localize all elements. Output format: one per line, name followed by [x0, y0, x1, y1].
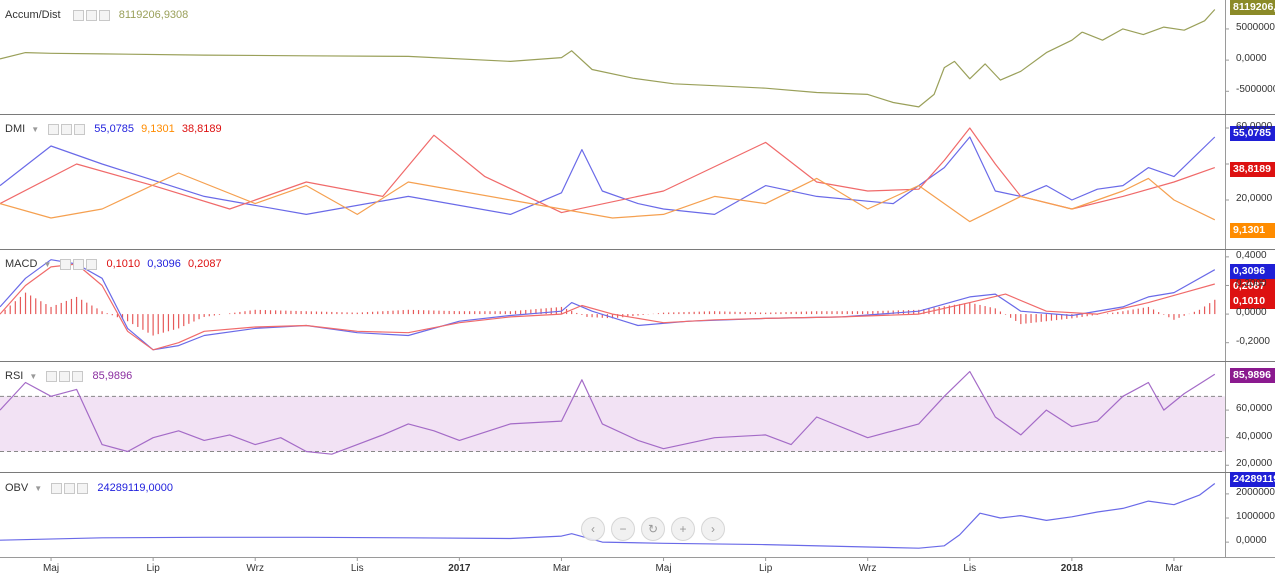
dmi-value-plus: 55,0785: [94, 123, 135, 135]
visibility-icon[interactable]: [61, 123, 73, 135]
close-icon[interactable]: [72, 370, 84, 382]
y-tick-label: 60,0000: [1236, 121, 1273, 132]
y-tick-label: 0,2000: [1236, 278, 1267, 290]
rsi-series-line: [0, 370, 1216, 455]
accum-dist-label: Accum/Dist 8119206,9308: [5, 8, 188, 22]
visibility-icon[interactable]: [59, 370, 71, 382]
macd-label: MACD ▼ 0,1010 0,3096 0,2087: [5, 257, 222, 271]
close-icon[interactable]: [74, 123, 86, 135]
obv-name: OBV: [5, 482, 29, 494]
macd-series-line: [0, 259, 1216, 351]
accum-dist-value: 8119206,9308: [118, 9, 189, 21]
y-tick-label: 0,0000: [1236, 307, 1267, 319]
reset-button[interactable]: ↻: [641, 517, 665, 541]
y-tick-label: 5000000,: [1236, 21, 1275, 33]
close-icon[interactable]: [77, 482, 89, 494]
x-tick-label: 2018: [1060, 563, 1083, 574]
close-icon[interactable]: [86, 258, 98, 270]
y-tick-label: 20,0000: [1236, 458, 1273, 470]
macd-signal-badge: 0,2087: [1230, 279, 1275, 294]
dmi-minus-badge: 9,1301: [1230, 223, 1275, 238]
macd-value-signal: 0,2087: [187, 258, 222, 270]
x-tick-label: Wrz: [246, 563, 264, 574]
obv-label: OBV ▼ 24289119,0000: [5, 481, 173, 495]
macd-badge: 0,3096: [1230, 264, 1275, 279]
y-tick-label: 60,0000: [1236, 403, 1273, 415]
dmi-value-minus: 9,1301: [141, 123, 175, 135]
settings-icon[interactable]: [72, 9, 84, 21]
obv-badge: 24289119,: [1230, 472, 1275, 487]
obv-value: 24289119,0000: [97, 482, 173, 494]
accum-dist-series-line: [0, 31, 1083, 108]
rsi-band: [0, 396, 1225, 452]
zoom-out-button[interactable]: −: [611, 517, 635, 541]
pane-menu-caret-icon[interactable]: ▼: [43, 260, 52, 269]
visibility-icon[interactable]: [85, 9, 97, 21]
obv-series-line: [0, 483, 1216, 549]
rsi-value: 85,9896: [92, 370, 133, 382]
dmi-value-adx: 38,8189: [181, 123, 222, 135]
x-tick-label: Lis: [350, 563, 364, 574]
chart-navigation: ‹ − ↻ + ›: [581, 517, 725, 541]
macd-series-line: [0, 263, 1215, 351]
rsi-badge: 85,9896: [1230, 368, 1275, 383]
x-tick-label: Wrz: [858, 563, 877, 574]
rsi-name: RSI: [5, 370, 24, 382]
visibility-icon[interactable]: [64, 482, 76, 494]
y-tick-label: -0,2000: [1236, 335, 1270, 347]
dmi-label: DMI ▼ 55,0785 9,1301 38,8189: [5, 122, 222, 136]
rsi-label: RSI ▼ 85,9896: [5, 369, 132, 383]
dmi-adx-badge: 38,8189: [1230, 162, 1275, 177]
y-tick-label: 40,0000: [1236, 430, 1273, 442]
visibility-icon[interactable]: [73, 258, 85, 270]
settings-icon[interactable]: [51, 482, 63, 494]
macd-value-hist: 0,1010: [106, 258, 141, 270]
macd-value-macd: 0,3096: [147, 258, 181, 270]
y-tick-label: -5000000,: [1236, 84, 1275, 96]
y-tick-label: 0,0000: [1236, 53, 1267, 65]
settings-icon[interactable]: [48, 123, 60, 135]
y-tick-label: 0,4000: [1236, 249, 1267, 261]
pane-menu-caret-icon[interactable]: ▼: [34, 484, 43, 493]
settings-icon[interactable]: [60, 258, 72, 270]
close-icon[interactable]: [98, 9, 110, 21]
scroll-left-button[interactable]: ‹: [581, 517, 605, 541]
accum-dist-series-line: [1081, 9, 1216, 41]
x-tick-label: Maj: [42, 563, 60, 574]
macd-name: MACD: [5, 258, 38, 270]
pane-menu-caret-icon[interactable]: ▼: [31, 125, 40, 134]
settings-icon[interactable]: [46, 370, 58, 382]
dmi-series-line: [0, 136, 1216, 215]
zoom-in-button[interactable]: +: [671, 517, 695, 541]
y-tick-label: 0,0000: [1236, 535, 1267, 547]
dmi-plus-badge: 55,0785: [1230, 126, 1275, 141]
x-tick-label: Maj: [655, 563, 672, 574]
x-tick-label: Mar: [552, 563, 571, 574]
x-tick-label: Lis: [963, 563, 977, 574]
macd-hist-badge: 0,1010: [1230, 294, 1275, 309]
dmi-name: DMI: [5, 123, 26, 135]
x-tick-label: 2017: [448, 563, 471, 574]
y-tick-label: 20,0000: [1236, 193, 1273, 204]
accum-dist-badge: 8119206,: [1230, 0, 1275, 15]
x-tick-label: Lip: [146, 563, 160, 574]
x-tick-label: Mar: [1165, 563, 1183, 574]
y-tick-label: 20000000,: [1236, 486, 1275, 498]
scroll-right-button[interactable]: ›: [701, 517, 725, 541]
accum-dist-name: Accum/Dist: [5, 9, 61, 21]
x-tick-label: Lip: [758, 563, 773, 574]
pane-menu-caret-icon[interactable]: ▼: [29, 372, 38, 381]
dmi-series-line: [0, 172, 1216, 223]
